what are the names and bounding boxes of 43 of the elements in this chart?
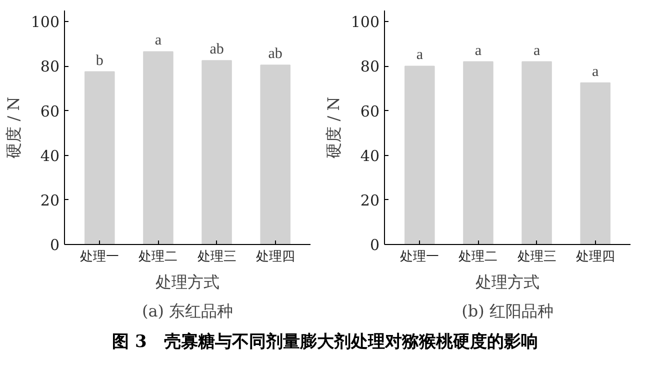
data-label: a [416, 47, 424, 64]
y-tick-label: 80 [360, 58, 380, 76]
y-tick-label: 20 [360, 191, 380, 210]
y-tick-label: 40 [360, 146, 380, 165]
y-tick-label: 80 [40, 58, 60, 76]
x-tick-label: 处理四 [256, 250, 295, 264]
bar [143, 51, 174, 244]
y-tick-label: 40 [40, 146, 60, 165]
y-tick-label: 20 [40, 191, 60, 210]
bar [463, 61, 494, 244]
data-label: a [592, 64, 600, 80]
x-tick-label: 处理一 [400, 250, 440, 264]
bar [84, 71, 115, 244]
bar [404, 66, 435, 244]
y-tick-label: 60 [360, 102, 380, 120]
text: (a) 东红品种 [142, 302, 234, 320]
x-tick-label: 处理二 [458, 250, 498, 264]
y-tick-label: 100 [350, 13, 380, 32]
x-tick-label: 处理三 [197, 250, 236, 264]
x-tick-label: 处理二 [138, 250, 178, 264]
caption: 图 3 壳寡糖与不同剂量膨大剂处理对猕猴桃硬度的影响 [112, 331, 538, 354]
y-tick-label: 100 [30, 13, 60, 32]
data-label: a [474, 42, 482, 59]
bar [260, 64, 290, 244]
text: (b) 红阳品种 [462, 302, 554, 320]
x-tick-label: 处理三 [517, 250, 556, 264]
y-axis-title: 硬度 / N [4, 96, 23, 158]
x-axis-title: 处理方式 [156, 272, 220, 292]
x-axis-title: 处理方式 [476, 272, 540, 292]
data-label: ab [210, 42, 224, 58]
x-tick-label: 处理一 [80, 250, 120, 264]
data-label: b [96, 52, 104, 69]
bar [522, 61, 552, 244]
y-tick-label: 0 [370, 236, 380, 254]
bar [580, 82, 610, 244]
y-tick-label: 0 [50, 236, 60, 254]
data-label: ab [268, 46, 282, 62]
data-label: a [533, 42, 540, 59]
data-label: a [154, 32, 162, 49]
y-tick-label: 60 [40, 102, 60, 120]
x-tick-label: 处理四 [576, 250, 615, 264]
y-axis-title: 硬度 / N [324, 96, 343, 158]
bar [202, 60, 232, 244]
